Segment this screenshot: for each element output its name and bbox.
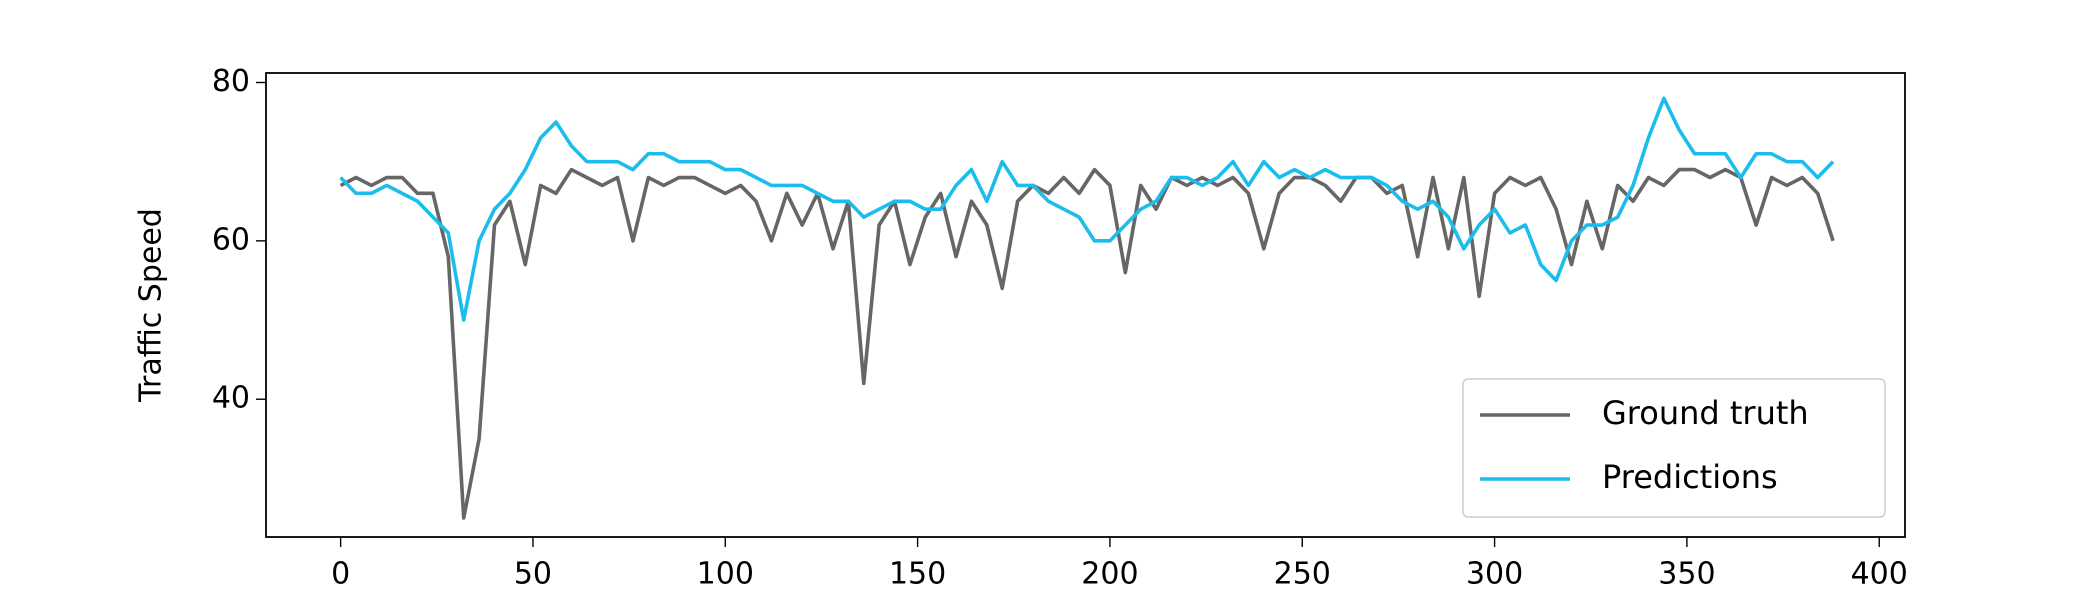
x-tick-label: 100 [697,557,754,592]
series-line [339,167,1835,520]
y-axis-label: Traffic Speed [134,208,169,403]
x-tick-label: 250 [1274,557,1331,592]
series-line [339,96,1835,322]
x-tick-label: 50 [514,557,552,592]
x-tick-label: 200 [1081,557,1138,592]
x-tick-label: 300 [1466,557,1523,592]
y-tick-label: 80 [212,64,250,99]
x-tick-label: 0 [331,557,350,592]
x-tick-label: 150 [889,557,946,592]
x-tick-label: 350 [1658,557,1715,592]
y-tick-label: 40 [212,381,250,416]
legend-label: Ground truth [1602,394,1809,432]
legend-label: Predictions [1602,458,1778,496]
x-tick-label: 400 [1851,557,1908,592]
plot-frame [265,72,1906,538]
y-tick-label: 60 [212,222,250,257]
